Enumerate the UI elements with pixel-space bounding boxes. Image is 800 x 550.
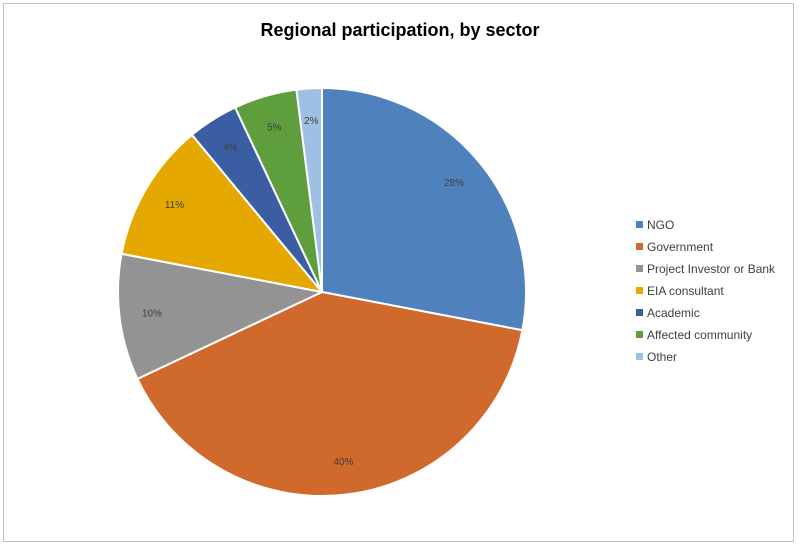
legend-label-project-investor-or-bank: Project Investor or Bank [647, 262, 776, 276]
legend-swatch-other [636, 353, 643, 360]
slice-labels: 28% 40% 10% 11% 4% 5% 2% [142, 116, 464, 468]
legend-label-other: Other [647, 350, 677, 364]
pie-slice-eia-consultant [120, 133, 325, 294]
slice-label-other: 2% [304, 116, 319, 127]
legend-swatch-ngo [636, 221, 643, 228]
pie-slice-government [136, 290, 524, 497]
legend-label-eia-consultant: EIA consultant [647, 284, 724, 298]
legend-label-ngo: NGO [647, 218, 674, 232]
legend: NGO Government Project Investor or Bank EIA… [636, 218, 776, 364]
legend-swatch-academic [636, 309, 643, 316]
slice-label-project-investor-or-bank: 10% [142, 309, 162, 320]
pie-slice-ngo [321, 86, 527, 332]
slice-label-ngo: 28% [444, 178, 464, 189]
slice-label-government: 40% [333, 457, 353, 468]
pie-slices [117, 86, 527, 497]
legend-swatch-government [636, 243, 643, 250]
slice-label-academic: 4% [223, 142, 238, 153]
slice-label-affected-community: 5% [267, 122, 282, 133]
legend-swatch-affected-community [636, 331, 643, 338]
legend-label-academic: Academic [647, 306, 700, 320]
slice-label-eia-consultant: 11% [165, 200, 184, 211]
legend-label-government: Government [647, 240, 714, 254]
legend-swatch-eia-consultant [636, 287, 643, 294]
pie-slice-project-investor-or-bank [117, 252, 326, 381]
chart-title: Regional participation, by sector [260, 20, 540, 40]
legend-label-affected-community: Affected community [647, 328, 752, 342]
legend-swatch-project-investor-or-bank [636, 265, 643, 272]
pie-slice-other [295, 86, 323, 293]
